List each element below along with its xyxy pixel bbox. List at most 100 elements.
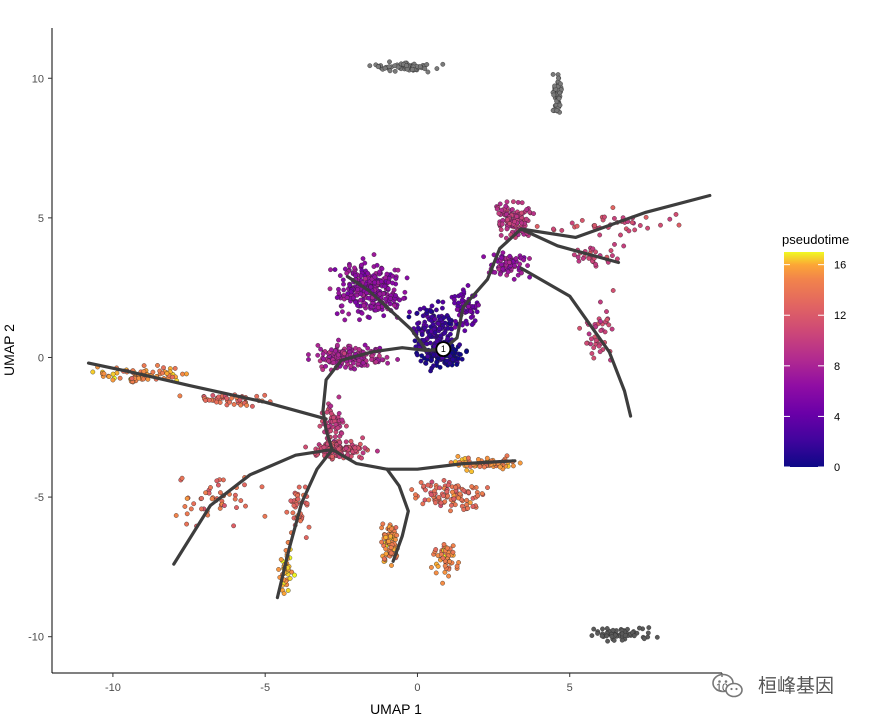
cell-point — [306, 357, 311, 362]
cell-point — [276, 567, 281, 572]
x-tick-label: -5 — [260, 682, 270, 694]
cell-point — [344, 270, 350, 276]
cell-point — [461, 507, 467, 512]
cell-point — [327, 286, 333, 292]
cell-point — [621, 243, 627, 249]
cell-point — [596, 343, 602, 349]
cell-point — [169, 374, 175, 380]
trajectory-branch — [330, 448, 517, 471]
cell-point — [505, 217, 510, 223]
cell-point — [459, 297, 465, 303]
cell-point — [430, 321, 436, 327]
cell-point — [597, 349, 603, 355]
cell-point — [335, 342, 340, 348]
cell-point — [389, 526, 395, 532]
cell-point — [438, 333, 443, 339]
cell-point — [110, 377, 116, 383]
cell-point — [392, 63, 398, 69]
cell-point — [348, 363, 354, 369]
cell-point — [359, 262, 364, 268]
trajectory-branch — [345, 274, 429, 353]
cell-point — [423, 487, 428, 493]
cell-point — [357, 441, 363, 447]
cell-point — [329, 454, 335, 459]
cell-point — [329, 411, 334, 417]
cell-point — [129, 376, 135, 381]
cell-point — [592, 223, 598, 228]
cell-point — [519, 220, 525, 226]
y-tick-label: -10 — [28, 632, 44, 644]
cell-point — [609, 326, 615, 332]
cell-point — [375, 448, 380, 454]
cell-point — [464, 349, 469, 355]
cell-point — [500, 250, 506, 256]
cell-point — [531, 211, 536, 216]
cell-point — [458, 352, 463, 357]
cell-point — [393, 537, 398, 543]
cell-point — [291, 503, 297, 508]
cell-point — [391, 287, 397, 293]
cell-cluster — [367, 59, 446, 75]
cell-point — [160, 370, 165, 376]
cell-point — [645, 225, 650, 231]
cell-point — [422, 325, 427, 331]
legend-tick-label: 12 — [834, 310, 846, 322]
cell-point — [557, 102, 563, 108]
cell-point — [358, 291, 364, 297]
trajectory-branch — [519, 266, 633, 418]
cell-point — [362, 445, 368, 451]
cell-point — [377, 291, 383, 297]
cell-point — [445, 493, 451, 499]
cell-point — [380, 521, 386, 527]
cell-cluster — [449, 283, 481, 334]
cell-point — [295, 496, 301, 502]
cell-point — [591, 626, 597, 632]
cell-point — [106, 374, 112, 379]
cell-point — [388, 533, 393, 539]
cell-point — [496, 211, 502, 216]
cell-point — [355, 287, 361, 292]
cell-point — [224, 395, 230, 401]
cell-point — [379, 357, 385, 363]
cell-point — [676, 222, 682, 228]
cell-point — [365, 270, 371, 276]
cell-point — [306, 524, 312, 530]
cell-cluster — [303, 435, 380, 462]
cell-point — [379, 279, 384, 285]
cell-point — [333, 348, 338, 354]
cell-point — [336, 337, 341, 343]
cell-point — [600, 626, 605, 632]
cell-point — [402, 289, 408, 295]
cell-point — [250, 403, 255, 409]
cell-point — [527, 256, 532, 261]
cell-point — [337, 273, 343, 278]
cell-point — [367, 63, 373, 69]
cell-point — [591, 345, 597, 351]
cell-point — [339, 417, 345, 423]
cell-point — [435, 564, 441, 569]
cell-point — [513, 256, 519, 261]
cell-point — [436, 314, 442, 319]
cell-point — [469, 484, 475, 489]
cell-point — [410, 67, 415, 72]
cell-point — [426, 497, 432, 503]
trajectory-branch — [519, 227, 621, 265]
cell-point — [421, 337, 427, 343]
cell-point — [462, 328, 468, 334]
cell-point — [497, 271, 503, 277]
cell-point — [360, 256, 366, 261]
cell-point — [401, 296, 406, 301]
cell-point — [191, 501, 197, 507]
cell-point — [164, 371, 170, 376]
cell-point — [382, 283, 388, 289]
cell-point — [244, 403, 250, 408]
cell-point — [348, 438, 354, 444]
cell-point — [469, 469, 474, 474]
cell-point — [464, 497, 470, 503]
cell-point — [347, 282, 353, 288]
cell-point — [472, 318, 478, 324]
cell-point — [424, 341, 430, 347]
trajectory-branch — [321, 346, 445, 452]
cell-point — [393, 525, 399, 530]
